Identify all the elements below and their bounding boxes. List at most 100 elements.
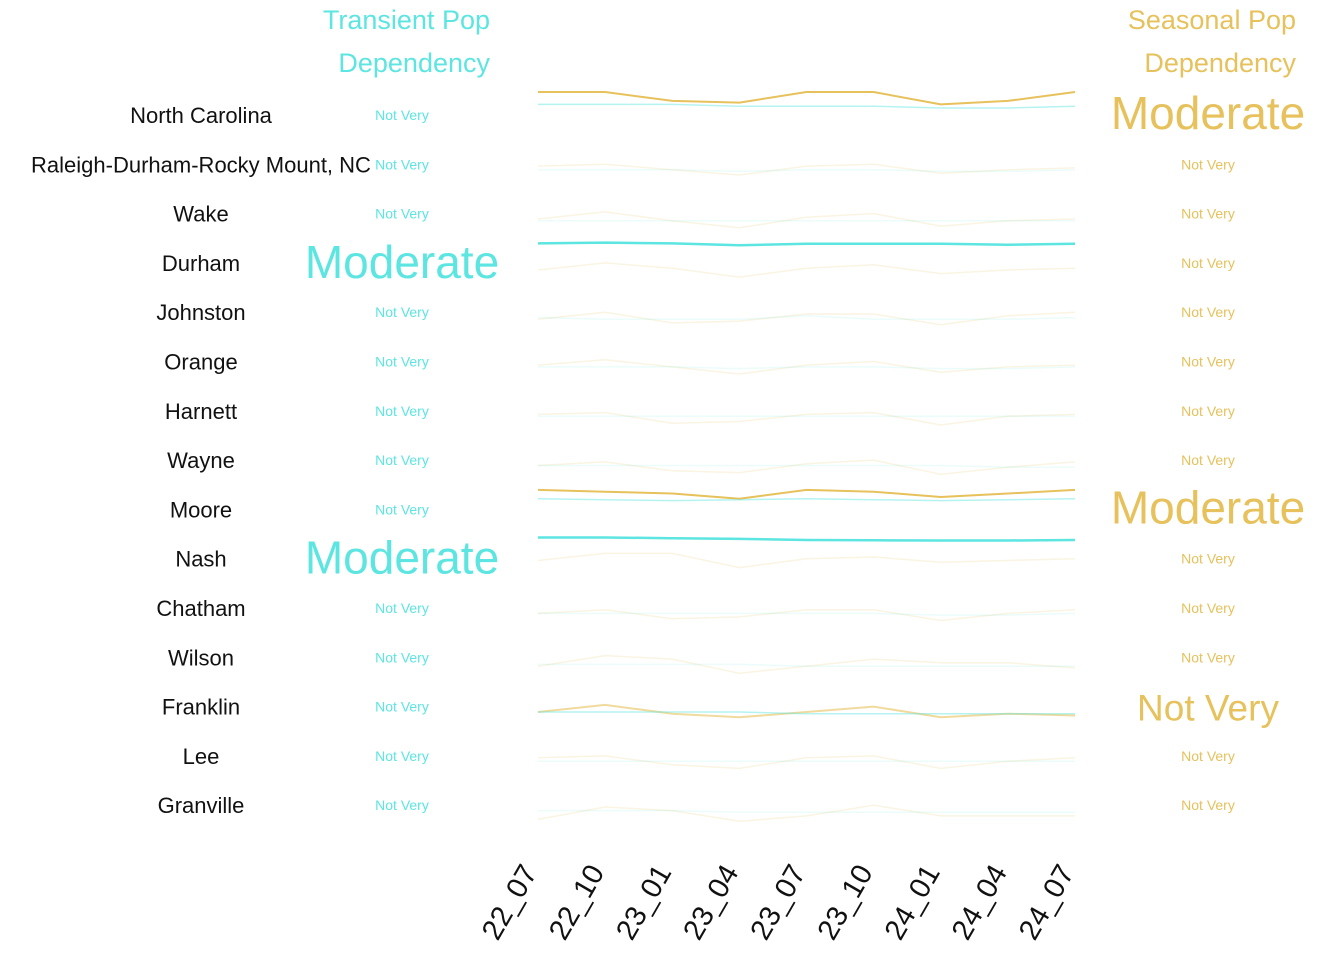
transient-dependency-label: Not Very bbox=[375, 156, 429, 172]
region-row: Moore Not Very Moderate bbox=[170, 481, 1305, 533]
seasonal-series-line bbox=[537, 411, 1076, 426]
transient-dependency-label: Not Very bbox=[375, 501, 429, 517]
seasonal-series-line bbox=[537, 609, 1076, 622]
transient-title-line-1: Transient Pop bbox=[323, 5, 490, 35]
seasonal-series-line bbox=[537, 262, 1076, 278]
transient-series-line bbox=[538, 809, 1075, 814]
x-tick-label: 22_10 bbox=[543, 860, 611, 946]
seasonal-series-line bbox=[538, 91, 1076, 106]
seasonal-dependency-label: Not Very bbox=[1137, 688, 1279, 729]
seasonal-dependency-label: Not Very bbox=[1181, 403, 1235, 419]
seasonal-dependency-label: Not Very bbox=[1181, 551, 1235, 567]
region-name: Harnett bbox=[165, 399, 237, 424]
transient-series-line bbox=[538, 366, 1076, 370]
transient-dependency-label: Not Very bbox=[375, 699, 429, 715]
region-name: Johnston bbox=[156, 300, 245, 325]
region-name: Nash bbox=[175, 547, 226, 572]
seasonal-series-line bbox=[537, 755, 1076, 770]
seasonal-series-line bbox=[537, 488, 1076, 500]
x-tick-label: 24_04 bbox=[946, 860, 1014, 946]
transient-series-line bbox=[538, 711, 1075, 715]
transient-series-line bbox=[538, 103, 1076, 109]
transient-dependency-label: Not Very bbox=[375, 304, 429, 320]
seasonal-series-line bbox=[537, 211, 1076, 229]
seasonal-dependency-label: Not Very bbox=[1181, 797, 1235, 813]
region-row: Wilson Not Very Not Very bbox=[168, 645, 1235, 675]
region-name: Moore bbox=[170, 497, 232, 522]
region-name: Lee bbox=[183, 744, 220, 769]
transient-dependency-label: Not Very bbox=[375, 797, 429, 813]
region-row: Lee Not Very Not Very bbox=[183, 744, 1235, 770]
region-row: Johnston Not Very Not Very bbox=[156, 300, 1235, 326]
seasonal-series-line bbox=[537, 359, 1076, 375]
transient-series-line bbox=[538, 536, 1076, 542]
region-row: Wake Not Very Not Very bbox=[173, 202, 1235, 229]
region-name: Wayne bbox=[167, 448, 235, 473]
region-name: Durham bbox=[162, 251, 240, 276]
seasonal-dependency-label: Not Very bbox=[1181, 748, 1235, 764]
seasonal-title-line-2: Dependency bbox=[1144, 48, 1296, 78]
seasonal-dependency-label: Not Very bbox=[1181, 452, 1235, 468]
seasonal-series-line bbox=[537, 459, 1076, 476]
region-row: Franklin Not Very Not Very bbox=[162, 688, 1280, 729]
transient-dependency-label: Not Very bbox=[375, 354, 429, 370]
seasonal-series-line bbox=[537, 654, 1076, 675]
region-name: Wake bbox=[173, 202, 228, 227]
transient-dependency-label: Moderate bbox=[305, 236, 499, 288]
seasonal-dependency-label: Moderate bbox=[1111, 87, 1305, 139]
seasonal-dependency-label: Not Very bbox=[1181, 600, 1235, 616]
x-tick-label: 24_07 bbox=[1013, 860, 1081, 946]
seasonal-dependency-label: Not Very bbox=[1181, 649, 1235, 665]
region-row: Orange Not Very Not Very bbox=[164, 350, 1235, 375]
transient-dependency-label: Not Very bbox=[375, 600, 429, 616]
transient-series-line bbox=[538, 168, 1076, 173]
transient-dependency-label: Moderate bbox=[305, 532, 499, 584]
seasonal-series-line bbox=[537, 804, 1075, 822]
transient-series-line bbox=[537, 315, 1076, 321]
transient-series-line bbox=[537, 241, 1076, 247]
region-name: Granville bbox=[158, 793, 245, 818]
region-name: Wilson bbox=[168, 645, 234, 670]
region-name: Franklin bbox=[162, 695, 240, 720]
region-row: Granville Not Very Not Very bbox=[158, 793, 1235, 822]
region-row: Wayne Not Very Not Very bbox=[167, 448, 1235, 476]
seasonal-series-line bbox=[537, 703, 1076, 719]
x-tick-label: 23_04 bbox=[677, 860, 745, 946]
titles: Transient Pop Dependency Seasonal Pop De… bbox=[323, 5, 1297, 78]
x-axis: 22_07 22_10 23_01 23_04 23_07 23_10 24_01 24_04… bbox=[476, 860, 1081, 946]
x-tick-label: 23_07 bbox=[745, 860, 813, 946]
region-name: Orange bbox=[164, 350, 237, 375]
x-tick-label: 23_01 bbox=[610, 860, 678, 946]
region-row: Chatham Not Very Not Very bbox=[156, 596, 1235, 622]
transient-series-line bbox=[538, 464, 1075, 468]
seasonal-dependency-label: Not Very bbox=[1181, 354, 1235, 370]
x-tick-label: 22_07 bbox=[476, 860, 544, 946]
seasonal-series-line bbox=[537, 311, 1076, 326]
transient-series-line bbox=[537, 498, 1076, 502]
transient-dependency-label: Not Very bbox=[375, 649, 429, 665]
region-rows: North Carolina Not Very Moderate Raleigh-Du… bbox=[31, 87, 1305, 822]
transient-dependency-label: Not Very bbox=[375, 748, 429, 764]
region-name: Chatham bbox=[156, 596, 245, 621]
transient-dependency-label: Not Very bbox=[375, 107, 429, 123]
seasonal-series-line bbox=[537, 163, 1076, 176]
transient-title-line-2: Dependency bbox=[338, 48, 490, 78]
seasonal-dependency-label: Moderate bbox=[1111, 481, 1305, 533]
region-row: Harnett Not Very Not Very bbox=[165, 399, 1235, 426]
transient-dependency-label: Not Very bbox=[375, 403, 429, 419]
seasonal-series-line bbox=[537, 552, 1076, 569]
region-row: Nash Moderate Not Very bbox=[175, 532, 1235, 584]
x-tick-label: 23_10 bbox=[812, 860, 880, 946]
region-name: North Carolina bbox=[130, 103, 273, 128]
seasonal-dependency-label: Not Very bbox=[1181, 304, 1235, 320]
region-row: North Carolina Not Very Moderate bbox=[130, 87, 1305, 139]
region-row: Raleigh-Durham-Rocky Mount, NC Not Very No… bbox=[31, 152, 1235, 177]
transient-dependency-label: Not Very bbox=[375, 452, 429, 468]
transient-series-line bbox=[538, 612, 1076, 616]
seasonal-dependency-label: Not Very bbox=[1181, 206, 1235, 222]
region-name: Raleigh-Durham-Rocky Mount, NC bbox=[31, 152, 371, 177]
region-row: Durham Moderate Not Very bbox=[162, 236, 1235, 288]
seasonal-title-line-1: Seasonal Pop bbox=[1128, 5, 1296, 35]
seasonal-dependency-label: Not Very bbox=[1181, 255, 1235, 271]
